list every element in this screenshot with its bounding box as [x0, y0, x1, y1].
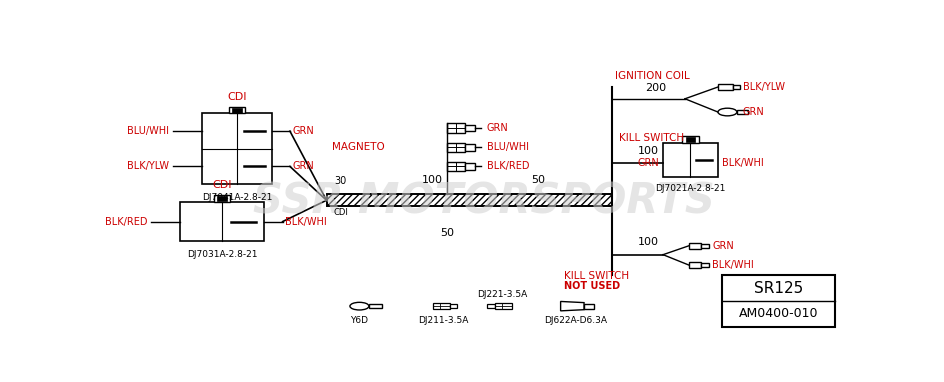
Bar [202, 113, 272, 184]
Bar [689, 243, 701, 249]
Bar [214, 195, 230, 202]
Bar [685, 138, 696, 142]
Text: GRN: GRN [487, 123, 509, 133]
Bar [232, 108, 242, 113]
Bar [228, 107, 244, 113]
Bar [447, 142, 465, 152]
Text: GRN: GRN [292, 126, 313, 136]
Text: BLK/WHI: BLK/WHI [285, 217, 327, 227]
Bar [733, 85, 740, 89]
Text: CDI: CDI [228, 92, 246, 102]
Text: 30: 30 [334, 176, 346, 186]
Text: AM0400-010: AM0400-010 [738, 308, 818, 320]
Circle shape [717, 108, 737, 116]
Text: CDI: CDI [212, 180, 232, 190]
Bar [487, 304, 495, 308]
Text: 50: 50 [531, 175, 546, 185]
Text: NOT USED: NOT USED [565, 280, 620, 291]
Text: BLK/YLW: BLK/YLW [127, 162, 169, 172]
Text: DJ622A-D6.3A: DJ622A-D6.3A [544, 316, 607, 325]
Bar [447, 162, 465, 171]
Text: 200: 200 [645, 83, 666, 93]
Bar [465, 163, 475, 170]
Bar [465, 125, 475, 131]
Bar [327, 194, 612, 206]
Text: DJ7031A-2.8-21: DJ7031A-2.8-21 [187, 250, 258, 259]
Bar [447, 123, 465, 133]
Text: BLK/WHI: BLK/WHI [721, 159, 764, 168]
Text: GRN: GRN [743, 107, 765, 117]
Polygon shape [561, 301, 584, 311]
Text: GRN: GRN [712, 241, 733, 251]
Bar [432, 303, 450, 309]
Bar [683, 136, 699, 143]
Text: BLK/WHI: BLK/WHI [712, 260, 754, 270]
Text: BLK/RED: BLK/RED [105, 217, 147, 227]
Text: KILL SWITCH: KILL SWITCH [619, 133, 684, 143]
Text: DJ7021A-2.8-21: DJ7021A-2.8-21 [655, 184, 726, 193]
Bar [450, 304, 458, 308]
Text: 100: 100 [637, 237, 658, 247]
Text: GRN: GRN [637, 159, 659, 168]
Text: BLU/WHI: BLU/WHI [127, 126, 169, 136]
Text: 50: 50 [440, 228, 454, 238]
Bar [718, 84, 733, 90]
Text: KILL SWITCH: KILL SWITCH [565, 271, 630, 281]
Text: SR125: SR125 [753, 281, 803, 296]
Text: SSR MOTORSPORTS: SSR MOTORSPORTS [253, 181, 715, 223]
Bar [701, 263, 709, 267]
Bar [465, 144, 475, 151]
Text: 100: 100 [422, 175, 443, 185]
Bar [369, 304, 382, 308]
Bar [689, 262, 701, 268]
Bar [584, 304, 595, 309]
Bar [217, 196, 228, 201]
Text: DJ211-3.5A: DJ211-3.5A [418, 316, 469, 325]
Text: 100: 100 [637, 146, 658, 156]
Text: CDI: CDI [334, 209, 348, 217]
Bar [663, 143, 718, 177]
Bar [701, 244, 709, 248]
Bar [721, 275, 834, 327]
Text: MAGNETO: MAGNETO [332, 142, 385, 152]
Text: Y6D: Y6D [350, 316, 368, 325]
Circle shape [350, 302, 369, 310]
Text: DJ221-3.5A: DJ221-3.5A [477, 290, 527, 299]
Text: GRN: GRN [292, 162, 313, 172]
Bar [180, 202, 264, 241]
Text: DJ7041A-2.8-21: DJ7041A-2.8-21 [202, 194, 272, 202]
Text: BLK/YLW: BLK/YLW [743, 82, 784, 92]
Bar [737, 110, 749, 114]
Text: BLU/WHI: BLU/WHI [487, 142, 529, 152]
Text: BLK/RED: BLK/RED [487, 162, 530, 172]
Text: IGNITION COIL: IGNITION COIL [615, 71, 690, 81]
Bar [495, 303, 513, 309]
